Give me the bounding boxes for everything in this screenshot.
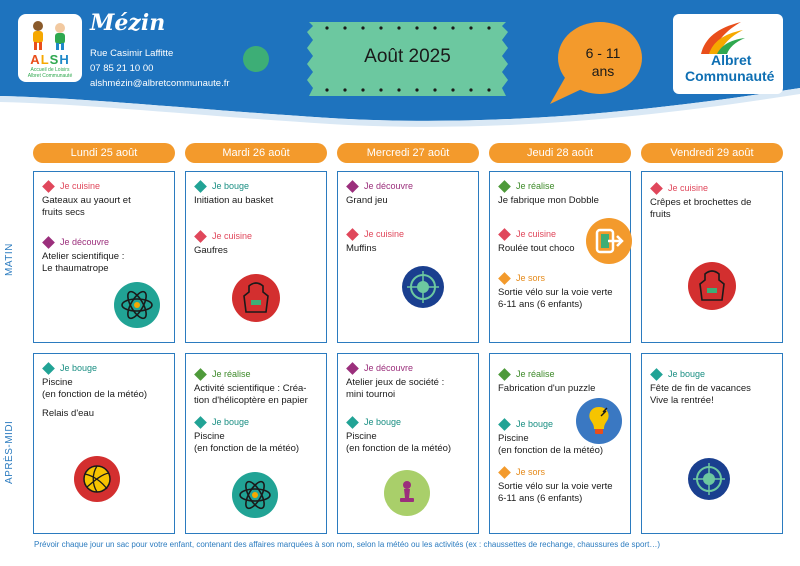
- footer-note: Prévoir chaque jour un sac pour votre en…: [34, 540, 660, 549]
- cell-monday-afternoon: Je bouge Piscine (en fonction de la mété…: [33, 353, 175, 534]
- period-label-afternoon: APRÈS-MIDI: [4, 420, 15, 484]
- cell-tuesday-morning: Je bouge Initiation au basket Je cuisine…: [185, 171, 327, 343]
- address: Rue Casimir Laffitte: [90, 48, 174, 59]
- period-label-morning: MATIN: [4, 243, 15, 276]
- cell-friday-afternoon: Je bouge Fête de fin de vacances Vive la…: [641, 353, 783, 534]
- activity: Je cuisine Gateaux au yaourt et fruits s…: [42, 179, 131, 218]
- diamond-icon: [650, 181, 663, 195]
- diamond-icon: [194, 229, 207, 243]
- day-header-tuesday: Mardi 26 août: [185, 143, 327, 163]
- activity: Je découvre Atelier jeux de société : mi…: [346, 361, 445, 400]
- atom-icon: [232, 472, 278, 518]
- cell-friday-morning: Je cuisine Crêpes et brochettes de fruit…: [641, 171, 783, 343]
- diamond-icon: [498, 227, 511, 241]
- diamond-icon: [346, 361, 359, 375]
- header: ALSH Accueil de Loisirs Albret Communaut…: [0, 0, 800, 130]
- alsh-letters: ALSH: [30, 52, 70, 67]
- diamond-icon: [194, 415, 207, 429]
- chess-pawn-icon: [384, 470, 430, 516]
- activity: Je bouge Fête de fin de vacances Vive la…: [650, 367, 751, 406]
- lightbulb-icon: [576, 398, 622, 444]
- day-header-wednesday: Mercredi 27 août: [337, 143, 479, 163]
- month-card: [307, 22, 508, 96]
- activity: Je réalise Fabrication d'un puzzle: [498, 367, 596, 394]
- diamond-icon: [498, 367, 511, 381]
- alsh-subtitle: Accueil de Loisirs Albret Communauté: [27, 67, 73, 79]
- town-name: Mézin: [90, 10, 166, 36]
- activity: Je sors Sortie vélo sur la voie verte 6-…: [498, 271, 613, 310]
- diamond-icon: [194, 179, 207, 193]
- cell-thursday-afternoon: Je réalise Fabrication d'un puzzle Je bo…: [489, 353, 631, 534]
- volleyball-icon: [74, 456, 120, 502]
- cell-tuesday-afternoon: Je réalise Activité scientifique : Créa-…: [185, 353, 327, 534]
- albret-logo: Albret Communauté: [673, 14, 783, 94]
- diamond-icon: [194, 367, 207, 381]
- cell-wednesday-morning: Je découvre Grand jeu Je cuisine Muffins: [337, 171, 479, 343]
- diamond-icon: [42, 179, 55, 193]
- activity: Je bouge Piscine (en fonction de la mété…: [498, 417, 604, 456]
- apron-icon: [688, 262, 736, 310]
- brand-line1: Albret: [711, 52, 752, 68]
- diamond-icon: [650, 367, 663, 381]
- atom-icon: [114, 282, 160, 328]
- day-header-friday: Vendredi 29 août: [641, 143, 783, 163]
- email: alshmézin@albretcommunaute.fr: [90, 78, 230, 89]
- day-header-thursday: Jeudi 28 août: [489, 143, 631, 163]
- child-figure-icon: [33, 21, 43, 50]
- activity: Je bouge Initiation au basket: [194, 179, 274, 206]
- diamond-icon: [498, 179, 511, 193]
- diamond-icon: [42, 235, 55, 249]
- diamond-icon: [42, 361, 55, 375]
- target-icon: [688, 458, 730, 500]
- alsh-logo: ALSH Accueil de Loisirs Albret Communaut…: [18, 14, 82, 82]
- activity: Je sors Sortie vélo sur la voie verte 6-…: [498, 465, 613, 504]
- activity: Je cuisine Muffins: [346, 227, 405, 254]
- contact-block: Rue Casimir Laffitte 07 85 21 10 00 alsh…: [90, 46, 230, 91]
- brand-line2: Communauté: [685, 68, 775, 84]
- activity: Je cuisine Crêpes et brochettes de fruit…: [650, 181, 752, 220]
- diamond-icon: [498, 271, 511, 285]
- activity: Je cuisine Gaufres: [194, 229, 253, 256]
- swoosh-icon: [701, 22, 745, 54]
- activity: Je bouge Piscine (en fonction de la mété…: [194, 415, 300, 454]
- activity: Je réalise Je fabrique mon Dobble: [498, 179, 599, 206]
- age-range: 6 - 11 ans: [585, 45, 621, 79]
- diamond-icon: [498, 417, 511, 431]
- exit-icon: [586, 218, 632, 264]
- child-figure-icon: [55, 23, 65, 50]
- activity: Je réalise Activité scientifique : Créa-…: [194, 367, 308, 406]
- activity: Je bouge Piscine (en fonction de la mété…: [42, 361, 148, 419]
- decorative-dot: [243, 46, 269, 72]
- diamond-icon: [346, 415, 359, 429]
- age-speech-bubble: [550, 22, 642, 104]
- diamond-icon: [346, 227, 359, 241]
- activity: Je découvre Atelier scientifique : Le th…: [42, 235, 125, 274]
- target-icon: [402, 266, 444, 308]
- month-title: Août 2025: [364, 46, 451, 67]
- cell-monday-morning: Je cuisine Gateaux au yaourt et fruits s…: [33, 171, 175, 343]
- day-header-monday: Lundi 25 août: [33, 143, 175, 163]
- diamond-icon: [498, 465, 511, 479]
- activity: Je cuisine Roulée tout choco: [498, 227, 575, 254]
- apron-icon: [232, 274, 280, 322]
- cell-wednesday-afternoon: Je découvre Atelier jeux de société : mi…: [337, 353, 479, 534]
- diamond-icon: [346, 179, 359, 193]
- phone: 07 85 21 10 00: [90, 63, 154, 74]
- activity: Je bouge Piscine (en fonction de la mété…: [346, 415, 452, 454]
- activity: Je découvre Grand jeu: [346, 179, 414, 206]
- cell-thursday-morning: Je réalise Je fabrique mon Dobble Je cui…: [489, 171, 632, 343]
